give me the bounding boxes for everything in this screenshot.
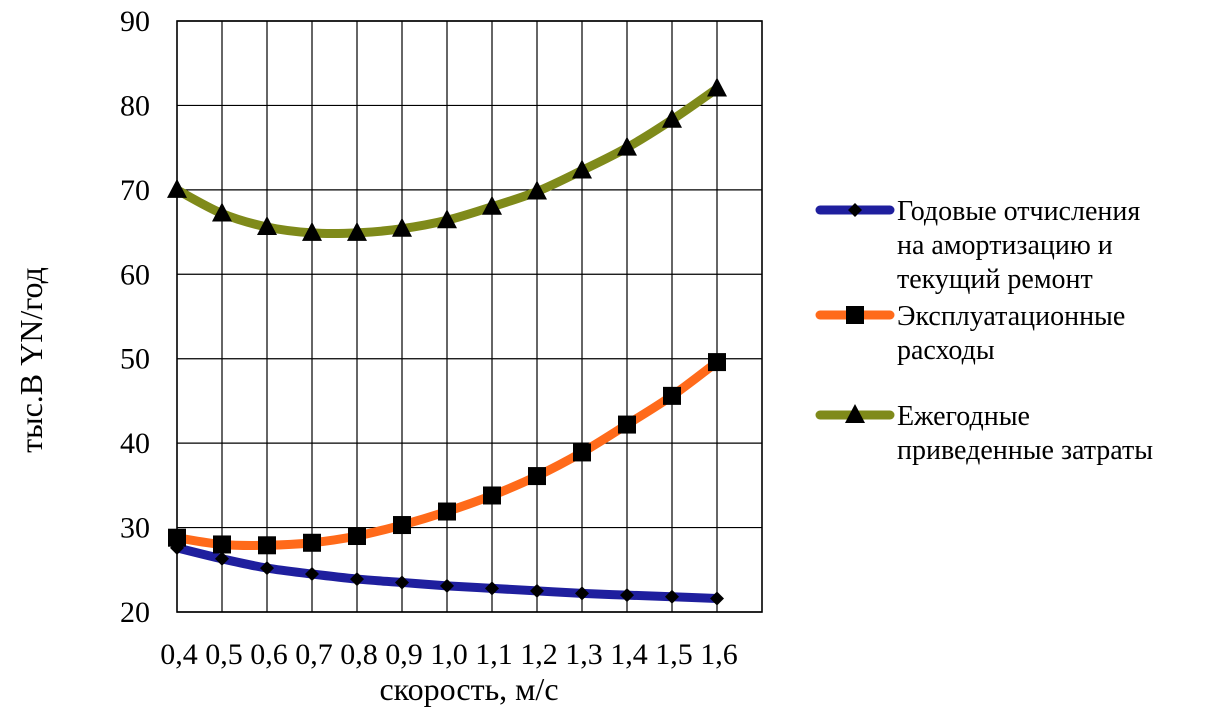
square-marker: [303, 533, 321, 552]
x-tick-label: 1,4: [610, 638, 648, 671]
plot-border: [176, 20, 763, 613]
x-tick-label: 0,4: [160, 638, 198, 671]
x-tick-label: 1,3: [565, 638, 603, 671]
x-tick-label: 0,7: [295, 638, 333, 671]
legend-label: текущий ремонт: [897, 264, 1093, 295]
legend-label: Ежегодные: [897, 401, 1030, 432]
x-tick-label: 1,6: [700, 638, 738, 671]
y-axis-ticks: 20 30 40 50 60 70 80 90: [120, 5, 150, 629]
square-marker: [213, 535, 231, 554]
x-tick-label: 1,5: [655, 638, 693, 671]
square-marker: [438, 502, 456, 521]
x-tick-label: 1,1: [475, 638, 513, 671]
diamond-marker: [440, 578, 454, 593]
square-marker: [573, 443, 591, 462]
legend-label: Годовые отчисления: [897, 196, 1140, 227]
triangle-marker: [212, 202, 232, 222]
diamond-marker: [848, 203, 862, 217]
diamond-marker: [350, 572, 364, 587]
diamond-marker: [395, 575, 409, 590]
diamond-marker: [260, 561, 274, 576]
triangle-marker: [392, 217, 412, 237]
triangle-marker: [347, 221, 367, 241]
x-axis-ticks: 0,4 0,5 0,6 0,7 0,8 0,9 1,0 1,1 1,2 1,3 1,4 1,5 1,6: [160, 638, 738, 671]
diamond-marker: [305, 567, 319, 582]
triangle-marker: [662, 108, 682, 128]
plot-area: [176, 20, 763, 613]
square-marker: [528, 467, 546, 486]
legend-label: расходы: [897, 335, 995, 366]
square-marker: [663, 386, 681, 405]
diamond-marker: [485, 581, 499, 596]
y-axis-title: тыс.В YN/год: [13, 267, 49, 453]
triangle-marker: [482, 195, 502, 215]
x-tick-label: 0,8: [340, 638, 378, 671]
y-tick-label: 30: [120, 512, 150, 545]
x-tick-label: 1,2: [520, 638, 558, 671]
y-tick-label: 20: [120, 596, 150, 629]
square-marker: [846, 306, 864, 324]
diamond-marker: [620, 588, 634, 603]
y-tick-label: 40: [120, 427, 150, 460]
legend-label: Эксплуатационные: [897, 301, 1125, 332]
triangle-marker: [845, 404, 865, 423]
square-marker: [348, 527, 366, 546]
diamond-marker: [575, 586, 589, 601]
x-axis-title: скорость, м/с: [379, 671, 558, 707]
y-tick-label: 50: [120, 343, 150, 376]
triangle-marker: [707, 77, 727, 97]
x-tick-label: 0,9: [385, 638, 423, 671]
x-tick-label: 0,6: [250, 638, 288, 671]
x-tick-label: 1,0: [430, 638, 468, 671]
triangle-marker: [437, 209, 457, 229]
y-tick-label: 70: [120, 174, 150, 207]
y-tick-label: 60: [120, 258, 150, 291]
diamond-marker: [215, 551, 229, 566]
triangle-marker: [302, 221, 322, 241]
triangle-marker: [167, 178, 187, 198]
legend-label: приведенные затраты: [897, 435, 1153, 466]
triangle-marker: [257, 216, 277, 236]
diamond-marker: [665, 589, 679, 604]
square-marker: [258, 536, 276, 555]
diamond-marker: [530, 583, 544, 598]
x-tick-label: 0,5: [205, 638, 243, 671]
triangle-marker: [617, 136, 637, 156]
series-markers: [167, 77, 727, 606]
square-marker: [483, 486, 501, 505]
square-marker: [618, 415, 636, 434]
grid-lines: [177, 20, 762, 613]
legend-label: на амортизацию и: [897, 230, 1113, 261]
square-marker: [708, 353, 726, 372]
triangle-marker: [527, 180, 547, 200]
triangle-marker: [572, 159, 592, 179]
diamond-marker: [710, 591, 724, 606]
square-marker: [393, 516, 411, 535]
y-tick-label: 90: [120, 5, 150, 38]
y-tick-label: 80: [120, 89, 150, 122]
square-marker: [168, 528, 186, 547]
